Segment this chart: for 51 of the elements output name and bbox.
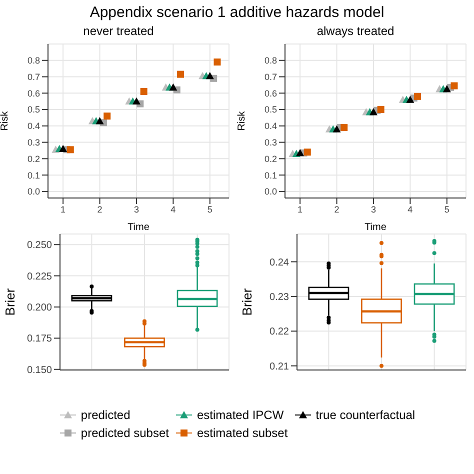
chart-subtitle: never treated [82,24,155,40]
y-tick-label: 0.6 [264,88,277,98]
y-axis-title: Brier [240,288,255,316]
legend-label: predicted subset [80,426,169,440]
x-tick-label: 4 [408,204,413,214]
y-tick-label: 0.7 [27,72,40,82]
x-tick-label: 3 [370,204,376,214]
y-tick-label: 0.250 [26,240,52,252]
x-tick-label: 2 [97,204,102,214]
chart-title: Appendix scenario 1 additive hazards model [88,3,386,23]
chart-subtitle: always treated [316,24,396,40]
y-tick-label: 0.5 [264,104,277,115]
y-tick-label: 0.1 [264,170,277,180]
y-axis-title: Brier [2,288,18,316]
y-tick-label: 0.24 [270,257,290,268]
y-tick-label: 0.150 [26,364,52,376]
y-tick-label: 0.23 [270,292,290,303]
y-axis-title: Risk [0,110,11,131]
x-tick-label: 4 [170,204,176,214]
y-tick-label: 0.175 [26,334,52,345]
y-tick-label: 0.21 [270,361,290,372]
y-tick-label: 0.1 [27,170,40,180]
y-tick-label: 0.0 [27,186,40,197]
y-tick-label: 0.7 [264,72,277,82]
y-tick-label: 0.0 [264,186,277,197]
y-tick-label: 0.5 [27,104,40,115]
x-axis-title: Time [364,222,387,233]
x-tick-label: 1 [298,204,303,214]
y-tick-label: 0.22 [270,326,290,338]
y-tick-label: 0.4 [27,121,40,132]
legend-label: estimated subset [196,426,288,440]
y-tick-label: 0.2 [27,154,40,164]
x-axis-title: Time [128,222,150,233]
y-tick-label: 0.8 [264,56,277,66]
x-tick-label: 2 [334,204,340,214]
x-tick-label: 1 [60,204,66,214]
x-tick-label: 3 [134,204,139,214]
y-tick-label: 0.2 [264,154,277,164]
y-tick-label: 0.225 [26,271,52,282]
x-tick-label: 5 [444,204,450,214]
y-tick-label: 0.3 [27,137,40,148]
y-tick-label: 0.8 [27,56,40,66]
y-tick-label: 0.3 [264,137,277,148]
y-tick-label: 0.4 [264,121,277,132]
legend-label: estimated IPCW [196,408,284,422]
legend-label: predicted [80,408,130,422]
y-axis-title: Risk [236,110,248,131]
y-tick-label: 0.6 [27,88,40,98]
x-tick-label: 5 [207,204,212,214]
y-tick-label: 0.200 [26,302,52,314]
legend-label: true counterfactual [316,408,416,422]
